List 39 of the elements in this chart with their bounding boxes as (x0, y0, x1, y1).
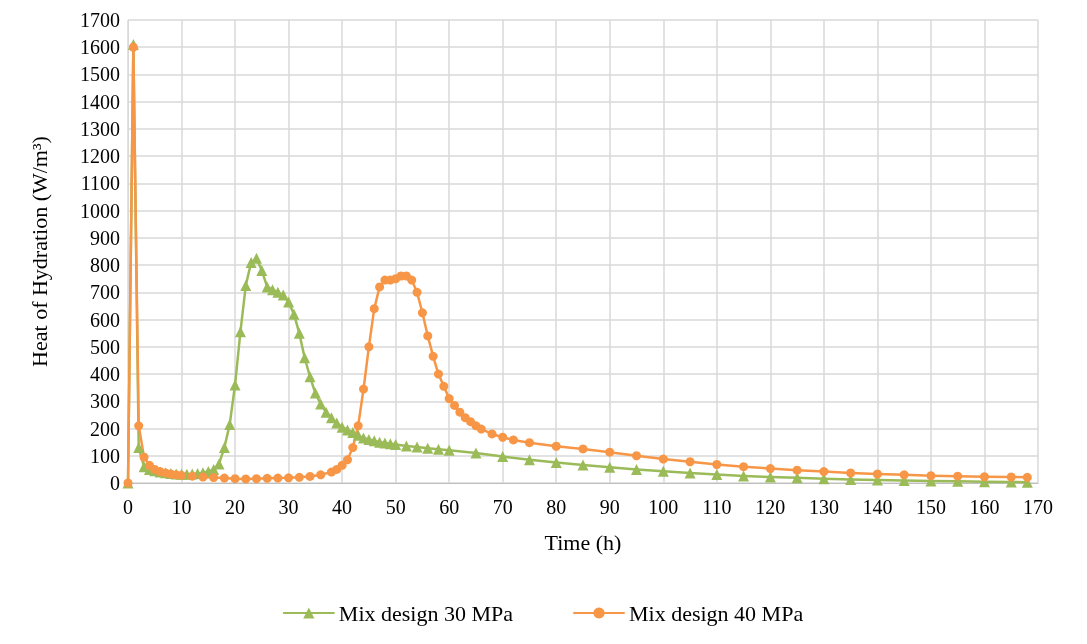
legend-label: Mix design 40 MPa (629, 600, 804, 626)
y-tick-label: 100 (90, 444, 120, 467)
y-tick-label: 200 (90, 417, 120, 440)
x-tick-label: 170 (1023, 496, 1053, 518)
x-tick-label: 10 (171, 496, 192, 518)
x-tick-label: 80 (546, 496, 567, 518)
x-tick-label: 140 (862, 496, 893, 518)
x-tick-label: 30 (278, 496, 299, 518)
y-axis-title: Heat of Hydration (W/m³) (26, 136, 52, 367)
x-tick-label: 130 (808, 496, 839, 518)
x-tick-label: 70 (492, 496, 513, 518)
x-tick-label: 60 (439, 496, 460, 518)
y-tick-label: 1400 (80, 90, 120, 113)
x-tick-label: 150 (915, 496, 946, 518)
y-tick-label: 800 (90, 254, 120, 277)
y-tick-label: 400 (90, 363, 120, 386)
legend-label: Mix design 30 MPa (338, 600, 514, 626)
x-tick-label: 40 (332, 496, 353, 518)
x-tick-label: 110 (702, 496, 732, 518)
y-tick-label: 700 (90, 281, 120, 304)
y-tick-label: 1200 (80, 145, 120, 168)
y-tick-label: 1500 (80, 63, 120, 86)
y-tick-label: 1600 (80, 36, 120, 59)
y-tick-label: 900 (90, 226, 120, 249)
y-tick-label: 600 (90, 308, 120, 331)
x-axis-title: Time (h) (544, 529, 622, 555)
x-tick-label: 90 (599, 496, 620, 518)
y-tick-label: 1700 (80, 9, 120, 31)
y-tick-label: 1100 (80, 172, 120, 195)
x-tick-label: 20 (225, 496, 246, 518)
y-tick-label: 500 (90, 335, 120, 358)
x-tick-label: 120 (755, 496, 786, 518)
x-tick-label: 160 (969, 496, 1000, 518)
x-tick-label: 100 (648, 496, 679, 518)
y-tick-label: 300 (90, 390, 120, 413)
y-tick-label: 1000 (80, 199, 120, 222)
y-tick-label: 0 (110, 472, 120, 494)
y-tick-label: 1300 (80, 117, 120, 140)
x-tick-label: 50 (385, 496, 406, 518)
